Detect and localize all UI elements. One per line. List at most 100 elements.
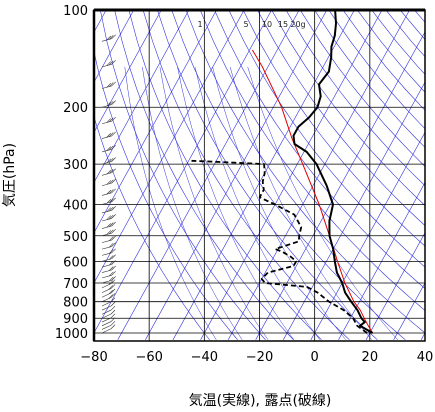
wind-barb-flag <box>111 131 116 137</box>
wind-barb-flag <box>111 188 116 194</box>
wind-barb-flag <box>106 133 112 138</box>
wind-barb-flag <box>106 82 112 88</box>
dry-adiabat <box>429 10 435 340</box>
y-tick-label: 100 <box>63 4 88 19</box>
wind-barb-flag <box>111 254 116 259</box>
wind-barb-flag <box>111 206 116 211</box>
wind-barb-flag <box>111 235 116 241</box>
wind-barb <box>101 104 112 108</box>
y-tick-label: 900 <box>63 312 88 327</box>
dry-adiabat <box>185 10 425 334</box>
isotherm <box>94 10 245 284</box>
dry-adiabat <box>214 10 425 289</box>
wind-barb-flag <box>106 223 112 228</box>
wind-barb-flag <box>111 214 116 219</box>
wind-barb-flag <box>111 265 116 271</box>
wind-barb-flag <box>109 249 114 254</box>
x-tick-label: −80 <box>80 350 107 365</box>
wind-barbs <box>101 10 116 334</box>
wind-barb-flag <box>111 276 116 281</box>
mixing-ratio-label: 10 <box>262 20 272 29</box>
wind-barb-flag <box>110 297 116 303</box>
wind-barb <box>101 269 112 273</box>
isotherm <box>310 131 425 340</box>
x-tick-label: 0 <box>311 350 319 365</box>
wind-barb-flag <box>111 228 116 234</box>
wind-barb-flag <box>110 317 116 322</box>
isotherm <box>365 232 425 340</box>
dry-adiabat <box>199 10 425 311</box>
wind-barb-flag <box>106 118 112 123</box>
x-axis-label: 気温(実線), 露点(破線) <box>189 393 332 409</box>
isotherm <box>94 10 190 184</box>
wind-barb-flag <box>109 266 114 271</box>
dry-adiabat <box>228 10 425 268</box>
wind-barb-flag <box>109 35 114 40</box>
wind-barb <box>101 324 112 330</box>
wind-barb-flag <box>106 35 112 41</box>
y-axis-label: 気圧(hPa) <box>2 143 18 207</box>
wind-barb-flag <box>109 117 114 123</box>
wind-barb-flag <box>111 168 116 173</box>
wind-barb-flag <box>111 197 116 203</box>
wind-barb <box>101 288 112 293</box>
wind-barb-flag <box>109 206 114 212</box>
wind-barb-flag <box>109 198 114 203</box>
wind-barb <box>101 280 112 284</box>
wind-barb-flag <box>108 285 114 290</box>
isotherm <box>420 332 425 340</box>
parcel-line <box>251 49 374 334</box>
wind-barb-flag <box>109 260 114 266</box>
wind-barb <box>101 252 112 256</box>
wind-barb-flag <box>108 289 114 295</box>
dry-adiabat <box>142 10 350 341</box>
wind-barb-flag <box>106 215 112 220</box>
series-layer <box>191 10 374 334</box>
wind-barb-flag <box>111 60 116 65</box>
dry-adiabat <box>94 50 238 340</box>
wind-barb <box>101 305 112 311</box>
wind-barb-flag <box>109 271 114 277</box>
wind-barb <box>101 239 112 243</box>
wind-barb <box>101 85 112 89</box>
wind-barb-flag <box>109 169 114 174</box>
dry-adiabat <box>314 10 425 148</box>
isotherm <box>227 10 410 340</box>
wind-barb-flag <box>111 116 116 122</box>
wind-barb-flag <box>106 198 112 204</box>
dry-adiabat <box>257 10 425 226</box>
moist-adiabat <box>247 66 398 340</box>
moist-adiabat <box>142 66 243 340</box>
isotherm <box>283 81 425 340</box>
wind-barb <box>101 321 112 327</box>
wind-barb-flag <box>110 284 116 289</box>
wind-barb-flag <box>109 157 114 163</box>
wind-barb-flag <box>111 34 116 39</box>
y-tick-label: 600 <box>63 255 88 270</box>
wind-barb-flag <box>109 189 114 194</box>
moist-adiabat <box>177 66 295 340</box>
wind-barb-flag <box>108 280 114 285</box>
wind-barb <box>101 258 112 262</box>
wind-barb-flag <box>109 276 114 282</box>
wind-barb-flag <box>109 101 114 106</box>
wind-barb-flag <box>110 301 116 307</box>
wind-barb-flag <box>111 260 116 265</box>
dry-adiabat <box>100 10 266 341</box>
x-tick-label: 40 <box>417 350 434 365</box>
dry-adiabat <box>114 10 294 341</box>
mixing-ratio-label: 20g <box>290 20 305 29</box>
wind-barb-flag <box>109 229 114 235</box>
temperature-line <box>292 10 374 334</box>
wind-barb-flag <box>111 81 116 87</box>
isotherm <box>94 10 272 334</box>
wind-barb-flag <box>110 288 116 294</box>
wind-barb-flag <box>109 145 114 151</box>
moist-adiabat <box>212 66 346 340</box>
wind-barb <box>101 246 112 250</box>
y-tick-label: 700 <box>63 277 88 292</box>
dry-adiabat <box>299 10 425 167</box>
wind-barb-flag <box>109 242 114 248</box>
isotherm <box>94 10 217 234</box>
